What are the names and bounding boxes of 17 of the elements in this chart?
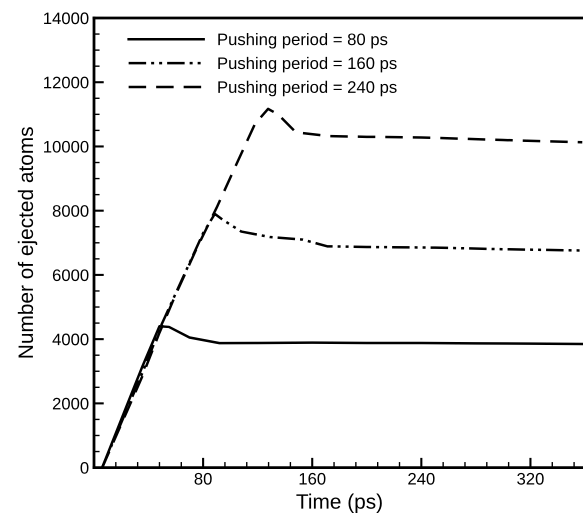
y-tick-label: 8000 xyxy=(52,205,88,217)
x-tick-label: 80 xyxy=(194,472,212,485)
y-tick-label: 10000 xyxy=(44,140,88,153)
y-tick-label: 0 xyxy=(80,462,88,474)
legend-label: Pushing period = 80 ps xyxy=(218,33,388,49)
y-tick-label: 12000 xyxy=(44,76,88,88)
legend-label: Pushing period = 160 ps xyxy=(218,56,397,72)
y-tick-label: 14000 xyxy=(44,12,88,24)
y-axis-title: Number of ejected atoms xyxy=(18,127,38,358)
y-tick-label: 6000 xyxy=(52,269,88,282)
y-tick-label: 2000 xyxy=(52,398,88,410)
x-tick-label: 240 xyxy=(408,472,435,485)
legend-label: Pushing period = 240 ps xyxy=(218,80,397,96)
x-axis-title: Time (ps) xyxy=(296,494,382,513)
y-tick-label: 4000 xyxy=(52,334,88,346)
x-tick-label: 160 xyxy=(300,472,326,485)
x-tick-label: 320 xyxy=(517,472,544,485)
